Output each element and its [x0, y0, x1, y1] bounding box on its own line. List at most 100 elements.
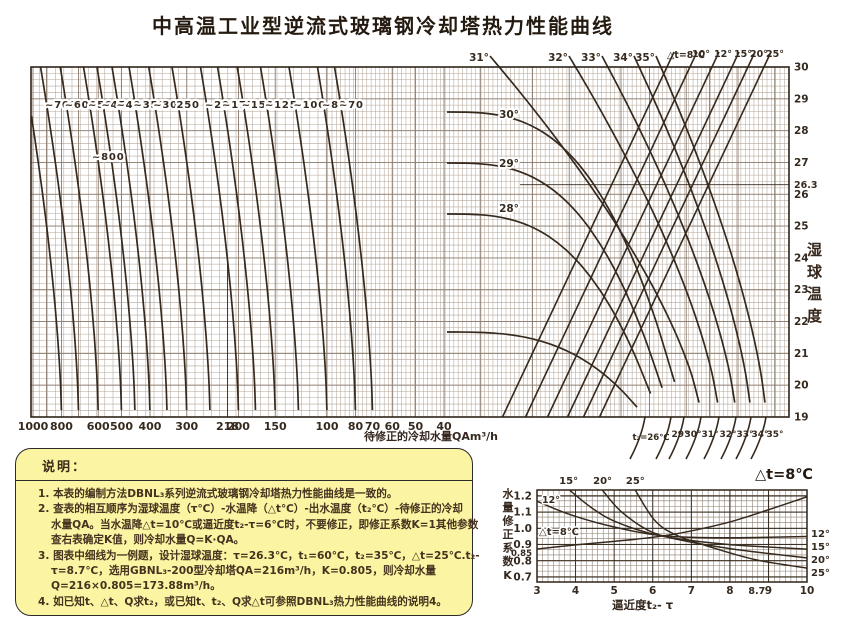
correction-top-label: 15°: [559, 476, 578, 487]
flow-curve-label: ~80: [322, 100, 347, 111]
flow-curve: [171, 67, 211, 411]
dt-line: [546, 51, 720, 418]
correction-curve: [602, 490, 807, 559]
correction-right-label: 12°: [811, 529, 830, 540]
flow-curve: [31, 115, 63, 411]
note-line: 1. 本表的编制方法DBNL₃系列逆流式玻璃钢冷却塔热力性能曲线是一致的。: [38, 488, 398, 500]
flow-curve: [96, 67, 136, 411]
correction-y-tick-label: 0.85: [511, 549, 532, 559]
flow-curve-label: ~600: [65, 100, 97, 111]
flow-curve: [128, 67, 168, 411]
flow-curve-label: ~800: [92, 152, 124, 163]
page-title: 中高温工业型逆流式玻璃钢冷却塔热力性能曲线: [152, 14, 614, 38]
correction-top-label: 25°: [626, 476, 645, 487]
t2-curve: [568, 55, 719, 403]
flow-curve-label: ~200: [205, 100, 237, 111]
correction-chart: △t=8℃ 12° 15° 15° 20° 20° 25° 25° 12° 3 4 5 6 7 8 8.7 9 1…: [511, 476, 830, 597]
main-x-tick-label: 50: [408, 420, 424, 433]
flow-curve: [316, 67, 357, 411]
flow-curve-label: ~100: [294, 100, 326, 111]
correction-plot-border: [536, 489, 808, 583]
main-x-tick-label: 100: [316, 420, 339, 433]
t2-interior-label: 30°: [499, 109, 519, 121]
correction-y-tick-label: 1.0: [513, 523, 532, 535]
t2-curves: t₂=26℃28°29°29°30°30°31°31°32°32°33°33°3…: [446, 52, 784, 460]
t2-curve-extension: [735, 416, 752, 460]
dt-line: [582, 51, 756, 418]
dt8-annotation: △t=8℃: [755, 467, 813, 483]
correction-12-label: 12°: [542, 495, 560, 506]
main-plot-border: [30, 66, 790, 418]
t2-top-label: 31°: [469, 52, 489, 64]
flow-curve-label: ~500: [88, 100, 120, 111]
dt-line-label: 10°: [692, 49, 710, 60]
note-line: 3. 图表中细线为一例题，设计湿球温度：τ=26.3℃，t₁=60℃，t₂=35…: [38, 549, 480, 562]
correction-curve: [537, 500, 807, 539]
main-right-tick-label: 28: [794, 125, 809, 137]
t2-interior-label: 29°: [499, 158, 519, 170]
dt-line-label: 12°: [714, 49, 732, 60]
main-x-tick-label: 150: [264, 420, 287, 433]
correction-x-tick-label: 8.7: [748, 586, 765, 597]
flow-curve: [216, 67, 257, 411]
correction-x-tick-label: 3: [533, 585, 540, 597]
flow-curve: [82, 67, 123, 411]
t2-curve: [633, 55, 751, 403]
notes-divider: [16, 480, 472, 481]
main-x-tick-label: 500: [110, 420, 133, 433]
flow-curve-label: ~300: [153, 100, 185, 111]
main-x-tick-label: 80: [348, 420, 364, 433]
t2-curve-extension: [720, 416, 737, 460]
flow-curve-label: ~350: [134, 100, 166, 111]
t2-interior-label: 28°: [499, 203, 519, 215]
correction-y-tick-label: 0.9: [513, 539, 532, 551]
t2-bottom-label: 34°: [751, 430, 768, 440]
wet-bulb-axis-label: 湿球温度: [805, 242, 823, 330]
t2-curve-extension: [750, 416, 767, 460]
t2-curve: [446, 331, 638, 408]
main-right-tick-label: 24: [794, 252, 809, 264]
correction-top-label: 20°: [593, 476, 612, 487]
flow-curve-label: ~400: [116, 100, 148, 111]
t2-curve-extension: [629, 416, 646, 460]
dt-line-label: △t=8℃: [667, 50, 705, 61]
correction-curve: [634, 490, 807, 569]
t2-curve-extension: [685, 416, 702, 460]
t2-bottom-label: t₂=26℃: [632, 433, 669, 443]
t2-curve-extension: [668, 416, 685, 460]
correction-y-tick-label: 1.2: [513, 491, 532, 503]
notes-title: 说明：: [42, 460, 88, 475]
note-line: τ=8.7℃，选用GBNL₃-200型冷却塔QA=216m³/h，K=0.805…: [51, 565, 436, 578]
dt-lines: △t=8℃10° 12° 15°20°25°: [501, 49, 784, 418]
dt-line: [501, 51, 675, 418]
flow-curve-label: ~175: [222, 100, 254, 111]
correction-inside-label: △t=8℃: [539, 527, 579, 538]
correction-grid: [537, 490, 807, 582]
t2-curve: [601, 55, 736, 403]
notes-body: 1. 本表的编制方法DBNL₃系列逆流式玻璃钢冷却塔热力性能曲线是一致的。 2.…: [16, 481, 480, 610]
note-line: 4. 如已知t、△t、Q求t₂，或已知t、t₂、Q求△t可参照DBNL₃热力性能…: [38, 595, 447, 608]
flow-curve: [147, 67, 188, 411]
correction-curves: [537, 490, 807, 569]
flow-curve-label: ~450: [101, 100, 133, 111]
k-axis-label: 水量修正系数K: [501, 488, 514, 585]
flow-curve: [259, 67, 300, 411]
dt-line-label: 25°: [766, 49, 784, 60]
t2-bottom-label: 35°: [766, 430, 783, 440]
main-x-tick-label: 600: [87, 420, 110, 433]
correction-curve: [537, 496, 807, 550]
approach-xaxis-label: 逼近度t₂- τ: [612, 598, 674, 612]
t2-bottom-label: 32°: [719, 430, 736, 440]
correction-y-tick-label: 0.7: [513, 572, 532, 584]
t2-top-label: 33°: [581, 52, 601, 64]
t2-bottom-label: 33°: [736, 430, 753, 440]
correction-x-tick-label: 8: [726, 585, 733, 597]
flow-curve-label: ~150: [242, 100, 274, 111]
flow-curve: [333, 67, 374, 411]
main-x-tick-label: 218: [216, 420, 239, 433]
correction-y-tick-label: 1.1: [513, 507, 532, 519]
t2-top-label: 34°: [613, 52, 633, 64]
